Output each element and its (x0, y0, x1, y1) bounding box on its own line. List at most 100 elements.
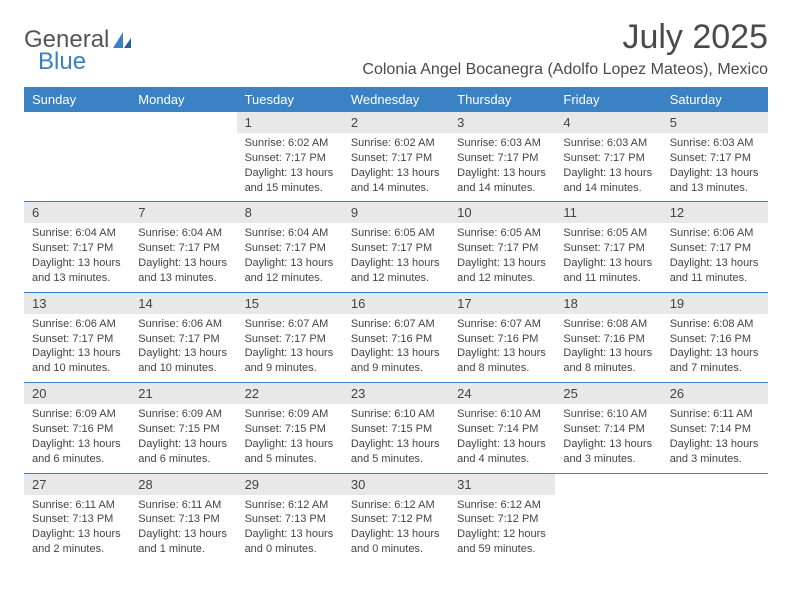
day-number: 19 (662, 293, 768, 314)
day-header: Thursday (449, 87, 555, 112)
day-details: Sunrise: 6:06 AMSunset: 7:17 PMDaylight:… (130, 314, 236, 382)
day-details: Sunrise: 6:05 AMSunset: 7:17 PMDaylight:… (555, 223, 661, 291)
daylight-text: Daylight: 13 hours and 6 minutes. (32, 437, 122, 467)
day-number: 11 (555, 202, 661, 223)
sunset-text: Sunset: 7:17 PM (138, 332, 228, 347)
sunrise-text: Sunrise: 6:09 AM (138, 407, 228, 422)
daylight-text: Daylight: 13 hours and 12 minutes. (245, 256, 335, 286)
sunset-text: Sunset: 7:17 PM (32, 241, 122, 256)
daylight-text: Daylight: 13 hours and 13 minutes. (32, 256, 122, 286)
day-number: 1 (237, 112, 343, 133)
day-details: Sunrise: 6:08 AMSunset: 7:16 PMDaylight:… (662, 314, 768, 382)
daylight-text: Daylight: 13 hours and 5 minutes. (351, 437, 441, 467)
calendar-table: Sunday Monday Tuesday Wednesday Thursday… (24, 87, 768, 563)
day-number: 30 (343, 474, 449, 495)
sunrise-text: Sunrise: 6:04 AM (32, 226, 122, 241)
daylight-text: Daylight: 13 hours and 12 minutes. (351, 256, 441, 286)
daylight-text: Daylight: 13 hours and 14 minutes. (351, 166, 441, 196)
calendar-day-cell: 14Sunrise: 6:06 AMSunset: 7:17 PMDayligh… (130, 292, 236, 382)
calendar-day-cell: 31Sunrise: 6:12 AMSunset: 7:12 PMDayligh… (449, 473, 555, 563)
sunset-text: Sunset: 7:16 PM (351, 332, 441, 347)
day-details: Sunrise: 6:10 AMSunset: 7:14 PMDaylight:… (555, 404, 661, 472)
calendar-week-row: 1Sunrise: 6:02 AMSunset: 7:17 PMDaylight… (24, 112, 768, 202)
sunset-text: Sunset: 7:14 PM (457, 422, 547, 437)
day-number: 13 (24, 293, 130, 314)
daylight-text: Daylight: 13 hours and 6 minutes. (138, 437, 228, 467)
sunrise-text: Sunrise: 6:06 AM (138, 317, 228, 332)
calendar-day-cell: 22Sunrise: 6:09 AMSunset: 7:15 PMDayligh… (237, 383, 343, 473)
sunrise-text: Sunrise: 6:08 AM (670, 317, 760, 332)
sunrise-text: Sunrise: 6:05 AM (351, 226, 441, 241)
calendar-day-cell: 4Sunrise: 6:03 AMSunset: 7:17 PMDaylight… (555, 112, 661, 202)
calendar-day-cell: 16Sunrise: 6:07 AMSunset: 7:16 PMDayligh… (343, 292, 449, 382)
day-details: Sunrise: 6:03 AMSunset: 7:17 PMDaylight:… (449, 133, 555, 201)
sunset-text: Sunset: 7:12 PM (457, 512, 547, 527)
day-number: 23 (343, 383, 449, 404)
calendar-day-cell: 6 Sunrise: 6:04 AMSunset: 7:17 PMDaylight… (24, 202, 130, 292)
calendar-day-cell: 23Sunrise: 6:10 AMSunset: 7:15 PMDayligh… (343, 383, 449, 473)
calendar-day-cell: 30Sunrise: 6:12 AMSunset: 7:12 PMDayligh… (343, 473, 449, 563)
daylight-text: Daylight: 13 hours and 10 minutes. (138, 346, 228, 376)
day-details: Sunrise: 6:08 AMSunset: 7:16 PMDaylight:… (555, 314, 661, 382)
calendar-week-row: 20Sunrise: 6:09 AMSunset: 7:16 PMDayligh… (24, 383, 768, 473)
day-number: 5 (662, 112, 768, 133)
sunset-text: Sunset: 7:17 PM (457, 151, 547, 166)
sunrise-text: Sunrise: 6:06 AM (32, 317, 122, 332)
sunset-text: Sunset: 7:16 PM (32, 422, 122, 437)
calendar-day-cell: 11Sunrise: 6:05 AMSunset: 7:17 PMDayligh… (555, 202, 661, 292)
daylight-text: Daylight: 13 hours and 11 minutes. (563, 256, 653, 286)
day-details: Sunrise: 6:10 AMSunset: 7:15 PMDaylight:… (343, 404, 449, 472)
sunset-text: Sunset: 7:17 PM (245, 332, 335, 347)
day-number: 22 (237, 383, 343, 404)
calendar-day-cell: 28Sunrise: 6:11 AMSunset: 7:13 PMDayligh… (130, 473, 236, 563)
daylight-text: Daylight: 13 hours and 15 minutes. (245, 166, 335, 196)
calendar-day-cell: 20Sunrise: 6:09 AMSunset: 7:16 PMDayligh… (24, 383, 130, 473)
calendar-day-cell: 3Sunrise: 6:03 AMSunset: 7:17 PMDaylight… (449, 112, 555, 202)
day-number: 24 (449, 383, 555, 404)
calendar-day-cell: 1Sunrise: 6:02 AMSunset: 7:17 PMDaylight… (237, 112, 343, 202)
logo-sail-icon (112, 31, 132, 49)
day-details: Sunrise: 6:03 AMSunset: 7:17 PMDaylight:… (555, 133, 661, 201)
sunrise-text: Sunrise: 6:12 AM (351, 498, 441, 513)
sunrise-text: Sunrise: 6:12 AM (457, 498, 547, 513)
day-number: 10 (449, 202, 555, 223)
sunrise-text: Sunrise: 6:08 AM (563, 317, 653, 332)
sunset-text: Sunset: 7:17 PM (245, 151, 335, 166)
day-details: Sunrise: 6:11 AMSunset: 7:13 PMDaylight:… (24, 495, 130, 563)
daylight-text: Daylight: 13 hours and 8 minutes. (563, 346, 653, 376)
daylight-text: Daylight: 13 hours and 10 minutes. (32, 346, 122, 376)
sunrise-text: Sunrise: 6:05 AM (457, 226, 547, 241)
day-details: Sunrise: 6:06 AMSunset: 7:17 PMDaylight:… (24, 314, 130, 382)
sunrise-text: Sunrise: 6:02 AM (245, 136, 335, 151)
day-header-row: Sunday Monday Tuesday Wednesday Thursday… (24, 87, 768, 112)
day-number: 16 (343, 293, 449, 314)
sunset-text: Sunset: 7:17 PM (32, 332, 122, 347)
day-details: Sunrise: 6:03 AMSunset: 7:17 PMDaylight:… (662, 133, 768, 201)
calendar-day-cell: 15Sunrise: 6:07 AMSunset: 7:17 PMDayligh… (237, 292, 343, 382)
sunset-text: Sunset: 7:15 PM (351, 422, 441, 437)
calendar-day-cell: 10Sunrise: 6:05 AMSunset: 7:17 PMDayligh… (449, 202, 555, 292)
calendar-day-cell: 25Sunrise: 6:10 AMSunset: 7:14 PMDayligh… (555, 383, 661, 473)
sunrise-text: Sunrise: 6:05 AM (563, 226, 653, 241)
sunrise-text: Sunrise: 6:07 AM (245, 317, 335, 332)
sunset-text: Sunset: 7:17 PM (563, 241, 653, 256)
sunset-text: Sunset: 7:14 PM (563, 422, 653, 437)
day-number: 6 (24, 202, 130, 223)
calendar-week-row: 6Sunrise: 6:04 AMSunset: 7:17 PMDaylight… (24, 202, 768, 292)
sunrise-text: Sunrise: 6:10 AM (351, 407, 441, 422)
day-details: Sunrise: 6:02 AMSunset: 7:17 PMDaylight:… (237, 133, 343, 201)
day-details: Sunrise: 6:07 AMSunset: 7:17 PMDaylight:… (237, 314, 343, 382)
daylight-text: Daylight: 13 hours and 14 minutes. (563, 166, 653, 196)
sunset-text: Sunset: 7:15 PM (245, 422, 335, 437)
calendar-day-cell: 24Sunrise: 6:10 AMSunset: 7:14 PMDayligh… (449, 383, 555, 473)
day-number: 15 (237, 293, 343, 314)
day-number: 2 (343, 112, 449, 133)
daylight-text: Daylight: 13 hours and 9 minutes. (245, 346, 335, 376)
day-number: 9 (343, 202, 449, 223)
calendar-day-cell: 21Sunrise: 6:09 AMSunset: 7:15 PMDayligh… (130, 383, 236, 473)
sunset-text: Sunset: 7:13 PM (245, 512, 335, 527)
sunset-text: Sunset: 7:16 PM (457, 332, 547, 347)
sunrise-text: Sunrise: 6:11 AM (32, 498, 122, 513)
day-header: Saturday (662, 87, 768, 112)
day-details: Sunrise: 6:11 AMSunset: 7:13 PMDaylight:… (130, 495, 236, 563)
